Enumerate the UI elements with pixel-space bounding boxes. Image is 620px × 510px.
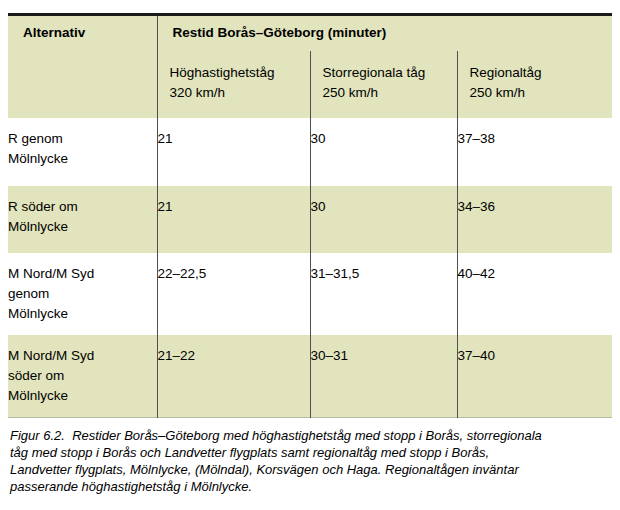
cell-value: 21 [157,186,310,253]
table-row: M Nord/M Syd söder om Mölnlycke 21–22 30… [8,335,612,418]
cell-value: 37–40 [457,335,612,418]
row-label: R genom Mölnlycke [8,118,157,186]
cell-value: 30 [310,186,457,253]
figure-caption: Figur 6.2. Restider Borås–Göteborg med h… [10,427,612,495]
table-corner-header: Alternativ [8,15,157,118]
column-header-storregionala: Storregionala tåg 250 km/h [310,51,457,118]
cell-value: 30–31 [310,335,457,418]
column-header-regionaltag: Regionaltåg 250 km/h [457,51,612,118]
row-label: M Nord/M Syd söder om Mölnlycke [8,335,157,418]
cell-value: 34–36 [457,186,612,253]
table-group-header: Restid Borås–Göteborg (minuter) [157,15,612,51]
cell-value: 31–31,5 [310,253,457,335]
cell-value: 21–22 [157,335,310,418]
column-header-hoghastighetstag: Höghastighetståg 320 km/h [157,51,310,118]
table-row: R söder om Mölnlycke 21 30 34–36 [8,186,612,253]
cell-value: 21 [157,118,310,186]
cell-value: 30 [310,118,457,186]
table-header-row: Alternativ Restid Borås–Göteborg (minute… [8,15,612,51]
cell-value: 37–38 [457,118,612,186]
cell-value: 22–22,5 [157,253,310,335]
row-label: R söder om Mölnlycke [8,186,157,253]
row-label: M Nord/M Syd genom Mölnlycke [8,253,157,335]
document-page: Alternativ Restid Borås–Göteborg (minute… [0,0,620,510]
table-row: M Nord/M Syd genom Mölnlycke 22–22,5 31–… [8,253,612,335]
travel-time-table: Alternativ Restid Borås–Göteborg (minute… [8,13,612,418]
table-row: R genom Mölnlycke 21 30 37–38 [8,118,612,186]
cell-value: 40–42 [457,253,612,335]
